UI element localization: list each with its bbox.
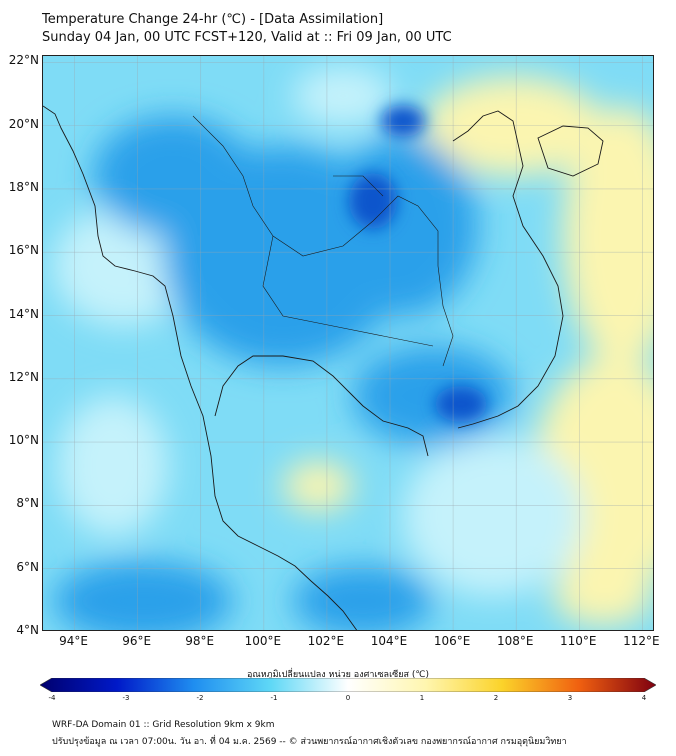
map-subtitle: Sunday 04 Jan, 00 UTC FCST+120, Valid at… [42,30,452,45]
colorbar-tick-label: 4 [641,694,647,702]
lat-label: 16°N [8,243,39,258]
gulf-coastline [214,355,429,457]
lon-label: 112°E [623,634,660,648]
lat-label: 10°N [8,433,39,448]
colorbar-tick-label: -2 [196,694,204,702]
strong-cooling-core-north [349,173,397,229]
lat-label: 14°N [8,306,39,321]
lat-label: 8°N [16,496,39,511]
hainan-island [537,125,604,177]
lat-label: 22°N [8,53,39,68]
colorbar-title: อุณหภูมิเปลี่ยนแปลง หน่วย องศาเซลเซียส (… [246,670,430,680]
cool-area-myanmar [93,116,253,236]
lon-label: 110°E [560,634,597,648]
lon-label: 94°E [59,634,88,648]
cooling-cores [349,105,487,422]
warm-area-south-china-sea [563,106,653,366]
lon-label: 98°E [185,634,215,648]
mainland-coastline [43,105,358,630]
country-borders [192,115,454,367]
colorbar-scale [40,678,656,692]
near-zero-area-south-sea [403,436,583,596]
lat-label: 4°N [16,623,39,637]
warm-area-gulf-of-thailand [283,461,353,511]
cool-area-southwest [53,561,233,630]
colorbar-tick-label: -3 [122,694,130,702]
cool-area-peninsula-south [293,566,433,630]
strong-cooling-core-south [435,386,487,422]
colorbar-tick-label: 2 [493,694,499,702]
near-zero-area-north [293,66,393,126]
lon-label: 96°E [122,634,152,648]
lon-label: 102°E [307,634,345,648]
lat-label: 6°N [16,559,39,574]
lon-label: 104°E [370,634,408,648]
lat-label: 20°N [8,116,39,131]
colorbar [40,678,656,692]
temperature-field [53,66,653,630]
model-info: WRF-DA Domain 01 :: Grid Resolution 9km … [52,720,275,730]
colorbar-tick-label: 3 [567,694,573,702]
vietnam-coastline [452,110,564,429]
lon-label: 108°E [496,634,534,648]
cool-area-cambodia [353,346,513,446]
colorbar-tick-label: -4 [48,694,56,702]
graticule [43,56,653,630]
lat-label: 18°N [8,179,39,194]
strong-cooling-core-upper [381,105,425,137]
coastlines-and-borders [43,105,604,630]
temperature-change-map [43,56,653,630]
map-panel [42,55,654,631]
warm-area-southeast [553,566,653,626]
lon-label: 106°E [433,634,471,648]
map-title: Temperature Change 24-hr (℃) - [Data Ass… [42,12,384,27]
colorbar-tick-label: -1 [270,694,278,702]
cool-area-laos [328,136,478,316]
colorbar-tick-label: 0 [345,694,351,702]
credit-line: ปรับปรุงข้อมูล ณ เวลา 07:00น. วัน อา. ที… [52,737,567,747]
near-zero-area-myanmar-coast [53,206,193,326]
lon-label: 100°E [244,634,282,648]
colorbar-tick-label: 1 [419,694,425,702]
lat-label: 12°N [8,369,39,384]
near-zero-area-andaman [58,396,168,536]
warm-area-gulf-of-tonkin [423,76,603,176]
